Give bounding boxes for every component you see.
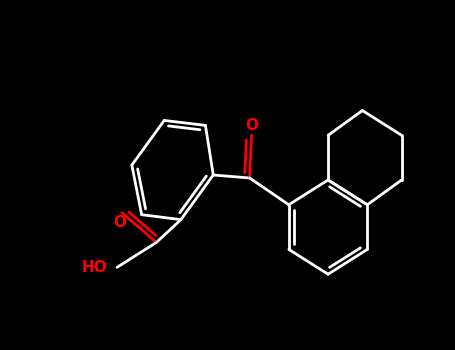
Text: HO: HO	[82, 260, 108, 275]
Text: O: O	[113, 215, 126, 230]
Text: O: O	[245, 118, 258, 133]
